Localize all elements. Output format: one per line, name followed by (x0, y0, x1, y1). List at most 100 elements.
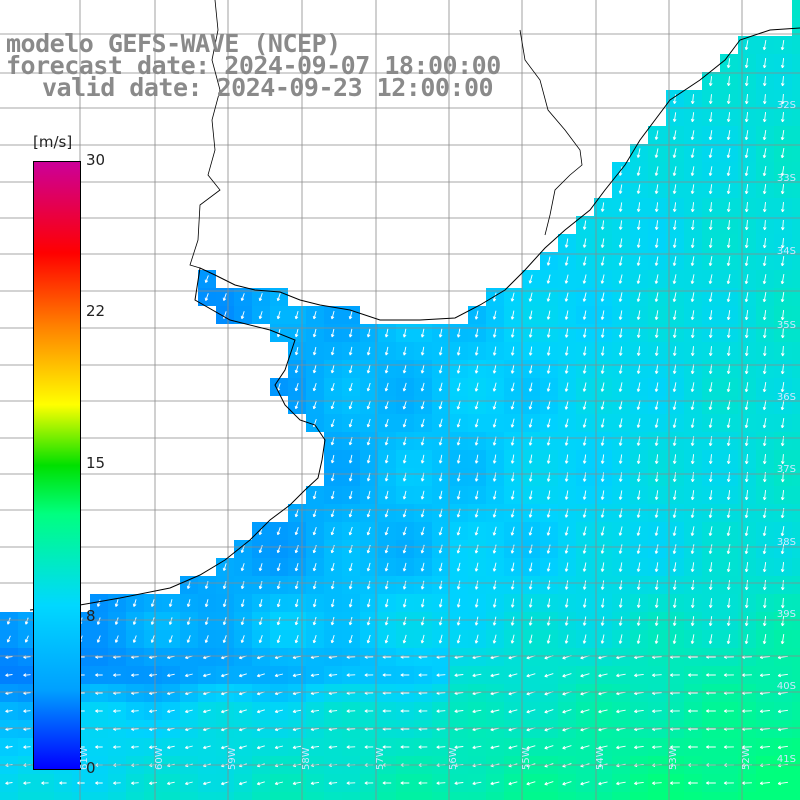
colorbar-tick: 15 (86, 454, 106, 472)
sea-cell (792, 198, 800, 216)
wind-arrow (690, 202, 695, 213)
wind-arrow (96, 635, 101, 643)
wind-arrow (654, 292, 659, 302)
sea-cell (792, 360, 800, 378)
wind-arrow (474, 580, 479, 590)
wind-arrow (777, 673, 788, 678)
wind-arrow (456, 526, 461, 536)
wind-arrow (366, 364, 371, 374)
sea-cell (792, 234, 800, 252)
wind-arrow (618, 526, 623, 536)
wind-arrow (526, 709, 536, 714)
wind-arrow (348, 454, 353, 464)
wind-arrow (114, 599, 119, 607)
wind-arrow (726, 616, 731, 627)
wind-arrow (456, 346, 461, 356)
wind-arrow (690, 598, 695, 609)
wind-arrow (690, 364, 695, 375)
wind-arrow (618, 166, 623, 176)
wind-arrow (114, 617, 119, 625)
wind-arrow (654, 184, 659, 194)
wind-arrow (723, 745, 734, 749)
wind-arrow (672, 220, 677, 230)
wind-arrow (726, 490, 731, 501)
wind-arrow (780, 597, 785, 609)
wind-arrow (726, 310, 731, 321)
wind-arrow (492, 616, 497, 626)
wind-arrow (618, 454, 623, 464)
wind-arrow (690, 400, 695, 410)
wind-arrow (492, 310, 497, 320)
wind-arrow (420, 418, 425, 428)
wind-arrow (276, 616, 281, 626)
wind-arrow (690, 346, 695, 357)
wind-arrow (636, 202, 641, 212)
wind-arrow (600, 562, 605, 572)
wind-arrow (222, 581, 227, 590)
wind-arrow (400, 673, 410, 677)
wind-arrow (634, 781, 644, 786)
wind-arrow (762, 256, 767, 267)
wind-arrow (492, 580, 497, 590)
wind-arrow (456, 562, 461, 572)
wind-arrow (582, 364, 587, 374)
wind-arrow (438, 346, 443, 356)
sea-cell (684, 792, 702, 800)
wind-arrow (672, 328, 677, 338)
wind-arrow (708, 382, 713, 393)
wind-arrow (312, 346, 317, 356)
sea-cell (72, 792, 90, 800)
wind-arrow (384, 562, 389, 572)
wind-arrow (654, 382, 659, 392)
longitude-label: 58W (301, 747, 312, 770)
wind-arrow (330, 598, 335, 608)
wind-arrow (186, 599, 191, 608)
wind-arrow (564, 346, 569, 356)
wind-arrow (166, 745, 175, 750)
wind-arrow (672, 310, 677, 320)
wind-arrow (95, 781, 103, 785)
wind-arrow (708, 616, 713, 627)
wind-arrow (348, 490, 353, 500)
wind-arrow (690, 220, 695, 231)
sea-cell (792, 342, 800, 360)
wind-arrow (654, 328, 659, 338)
wind-arrow (546, 526, 551, 536)
wind-arrow (420, 382, 425, 392)
wind-arrow (364, 781, 374, 785)
wind-arrow (582, 274, 587, 284)
wind-arrow (149, 745, 157, 750)
sea-cell (792, 36, 800, 54)
forecast-date: forecast date: 2024-09-07 18:00:00 (6, 51, 501, 80)
wind-arrow (384, 526, 389, 536)
wind-arrow (510, 634, 515, 644)
wind-arrow (438, 454, 443, 464)
wind-arrow (708, 76, 713, 87)
wind-arrow (564, 490, 569, 500)
wind-arrow (690, 292, 695, 302)
wind-arrow (96, 599, 101, 607)
wind-arrow (294, 328, 299, 338)
wind-arrow (366, 562, 371, 572)
wind-arrow (348, 616, 353, 626)
wind-arrow (456, 400, 461, 410)
wind-arrow (240, 599, 245, 608)
wind-arrow (492, 544, 497, 554)
wind-arrow (654, 220, 659, 230)
wind-arrow (564, 562, 569, 572)
wind-arrow (330, 346, 335, 356)
sea-cell (792, 684, 800, 702)
latitude-label: 32S (776, 100, 796, 111)
sea-cell (126, 792, 144, 800)
wind-arrow (690, 616, 695, 627)
wind-arrow (652, 673, 662, 678)
wind-arrow (636, 544, 641, 554)
wind-arrow (330, 544, 335, 554)
wind-arrow (762, 328, 767, 339)
wind-arrow (654, 526, 659, 536)
wind-arrow (780, 544, 785, 555)
wind-arrow (780, 490, 785, 501)
wind-arrow (672, 238, 677, 248)
wind-arrow (402, 634, 407, 644)
wind-arrow (780, 418, 785, 429)
